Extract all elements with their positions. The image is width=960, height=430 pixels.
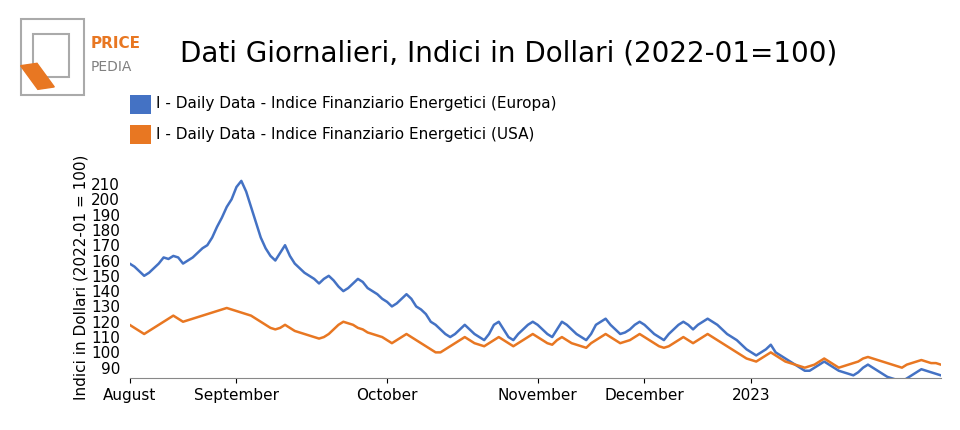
Text: PRICE: PRICE [90, 36, 140, 50]
Text: Dati Giornalieri, Indici in Dollari (2022-01=100): Dati Giornalieri, Indici in Dollari (202… [180, 40, 837, 68]
Text: I - Daily Data - Indice Finanziario Energetici (USA): I - Daily Data - Indice Finanziario Ener… [156, 127, 534, 141]
Text: PEDIA: PEDIA [90, 60, 132, 74]
Text: I - Daily Data - Indice Finanziario Energetici (Europa): I - Daily Data - Indice Finanziario Ener… [156, 96, 556, 111]
Y-axis label: Indici in Dollari (2022-01 = 100): Indici in Dollari (2022-01 = 100) [73, 155, 88, 400]
